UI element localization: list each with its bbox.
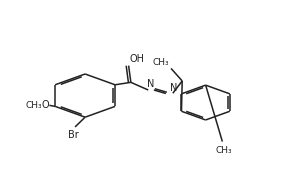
Text: CH₃: CH₃	[25, 101, 42, 110]
Text: N: N	[147, 79, 155, 89]
Text: OH: OH	[130, 54, 145, 64]
Text: CH₃: CH₃	[215, 146, 232, 155]
Text: Br: Br	[68, 130, 79, 140]
Text: CH₃: CH₃	[153, 58, 169, 67]
Text: N: N	[170, 83, 177, 93]
Text: O: O	[41, 100, 49, 110]
